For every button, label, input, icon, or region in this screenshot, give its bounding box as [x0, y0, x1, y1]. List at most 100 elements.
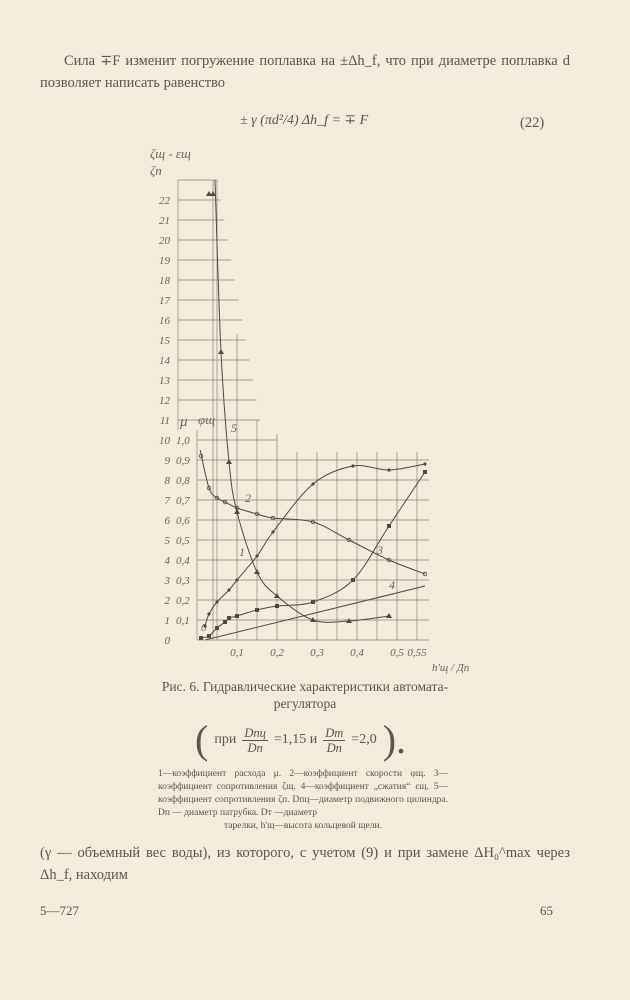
y-tick-label-mu: 0,1	[176, 615, 190, 627]
series-1-point	[351, 464, 355, 468]
origin-label: 0	[201, 622, 207, 634]
y-axis-label-phi: φщ	[198, 412, 215, 427]
series-5-point	[386, 613, 392, 618]
figure-legend-end: тарелки, h'щ—высота кольцевой щели.	[224, 821, 382, 831]
y-tick-label-left: 11	[160, 415, 170, 427]
series-3-point	[227, 616, 231, 620]
x-tick-label: 0,4	[350, 647, 364, 659]
y-tick-label-left: 6	[165, 515, 171, 527]
series-2-point	[214, 495, 220, 501]
signature-mark: 5—727	[40, 903, 79, 918]
series-2-point	[270, 515, 276, 521]
y-tick-label-mu: 0,6	[176, 515, 190, 527]
series-5-point	[206, 191, 212, 196]
series-3-point	[387, 524, 391, 528]
frac1-value: =1,15 и	[273, 732, 318, 747]
frac2-num: Dт	[323, 725, 346, 741]
series-2-point	[206, 485, 212, 491]
x-tick-label: 0,3	[310, 647, 324, 659]
x-tick-label: 0,5	[390, 647, 404, 659]
series-2-point	[346, 537, 352, 543]
y-axis-label-mu: μ	[179, 414, 188, 430]
series-3-point	[311, 600, 315, 604]
y-tick-label-mu: 0,2	[176, 595, 190, 607]
series-1-point	[311, 482, 315, 486]
series-5-point	[346, 618, 352, 623]
y-axis-label-zeta-epsilon: ζщ - εщ	[150, 146, 191, 161]
series-3-point	[275, 604, 279, 608]
series-1-point	[203, 624, 207, 628]
y-tick-label-left: 21	[159, 215, 170, 227]
fraction-1: Dпц Dп	[242, 726, 268, 755]
series-1-point	[423, 462, 427, 466]
frac2-value: =2,0	[351, 732, 377, 747]
y-tick-label-mu: 0,8	[176, 475, 190, 487]
body-paragraph-2: (γ — объемный вес воды), из которого, с …	[40, 845, 570, 883]
series-3-point	[235, 614, 239, 618]
series-1-point	[227, 588, 231, 592]
fraction-2: Dт Dп	[323, 725, 346, 755]
y-tick-label-left: 17	[159, 295, 171, 307]
frac2-den: Dп	[326, 740, 342, 755]
y-tick-label-left: 20	[159, 235, 171, 247]
series-4-curve	[204, 585, 426, 641]
series-2-point	[222, 499, 228, 505]
y-tick-label-left: 16	[159, 315, 171, 327]
series-1-point	[235, 578, 239, 582]
figure-legend: 1—коэффициент расхода μ. 2—коэффициент с…	[158, 769, 448, 818]
series-3-point	[423, 470, 427, 474]
series-1-point	[271, 530, 275, 534]
series-5-point	[234, 509, 240, 514]
cond-prefix: при	[214, 732, 237, 747]
y-tick-label-left: 18	[159, 275, 171, 287]
y-tick-label-left: 15	[159, 335, 171, 347]
series-2-curve	[199, 449, 426, 575]
series-2-point	[198, 453, 204, 459]
frac1-num: Dпц	[242, 725, 268, 741]
y-tick-label-left: 10	[159, 435, 171, 447]
y-tick-label-left: 4	[165, 555, 171, 567]
series-3-point	[223, 620, 227, 624]
series-3-point	[215, 626, 219, 630]
page-number: 65	[540, 903, 553, 918]
series-1-label: 1	[239, 545, 245, 559]
x-tick-label: 0,55	[407, 647, 427, 659]
series-3-point	[207, 634, 211, 638]
series-5-label: 5	[231, 421, 237, 435]
series-5-point	[274, 593, 280, 598]
series-4-label: 4	[389, 578, 395, 592]
y-tick-label-left: 3	[164, 575, 171, 587]
series-1-point	[207, 612, 211, 616]
y-tick-label-left: 22	[159, 195, 171, 207]
frac1-den: Dп	[247, 740, 263, 755]
equation-number: (22)	[520, 115, 545, 131]
series-1-point	[387, 468, 391, 472]
series-3-point	[255, 608, 259, 612]
y-tick-label-mu: 0,3	[176, 575, 190, 587]
x-axis-label: h'щ / Дп	[432, 662, 470, 674]
y-tick-label-mu: 0,4	[176, 555, 190, 567]
series-1-point	[215, 600, 219, 604]
y-tick-label-left: 1	[165, 615, 171, 627]
y-tick-label-left: 13	[159, 375, 171, 387]
series-5-point	[310, 617, 316, 622]
series-5-point	[218, 349, 224, 354]
x-tick-label: 0,1	[230, 647, 244, 659]
series-3-label: 3	[376, 543, 383, 557]
body-paragraph-1: Сила ∓F изменит погружение поплавка на ±…	[40, 53, 570, 91]
series-2-label: 2	[245, 491, 251, 505]
figure-caption-condition: ( при Dпц Dп =1,15 и Dт Dп =2,0 ).	[195, 720, 406, 760]
series-2-point	[386, 557, 392, 563]
y-tick-label-left: 14	[159, 355, 171, 367]
y-axis-label-zeta-p: ζп	[150, 163, 162, 178]
equation-22: ± γ (πd²/4) Δh_f = ∓ F	[240, 113, 369, 128]
figure-legend-block: 1—коэффициент расхода μ. 2—коэффициент с…	[158, 768, 448, 833]
y-tick-label-left: 2	[165, 595, 171, 607]
y-tick-label-left: 8	[165, 475, 171, 487]
y-tick-label-mu: 0,5	[176, 535, 190, 547]
series-5-point	[226, 459, 232, 464]
y-tick-label-mu: 1,0	[176, 435, 190, 447]
series-2-point	[310, 519, 316, 525]
series-2-point	[254, 511, 260, 517]
series-5-point	[254, 569, 260, 574]
